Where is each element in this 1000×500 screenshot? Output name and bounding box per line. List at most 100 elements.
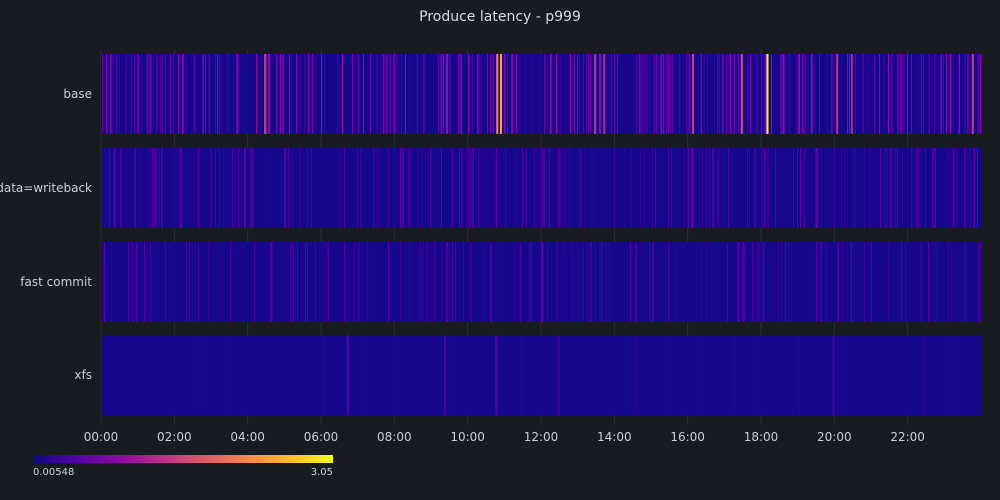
heatmap-cell xyxy=(483,242,484,322)
heatmap-cell xyxy=(235,148,236,228)
heatmap-cell xyxy=(943,54,944,134)
heatmap-cell xyxy=(900,54,901,134)
heatmap-spike xyxy=(594,54,597,134)
heatmap-cell xyxy=(654,54,655,134)
heatmap-cell xyxy=(540,148,541,228)
row-labels: base data=writeback fast commit xfs xyxy=(0,87,92,382)
heatmap-cell xyxy=(326,242,327,322)
heatmap-cell xyxy=(764,148,765,228)
heatmap-cell xyxy=(687,148,688,228)
heatmap-cell xyxy=(305,242,306,322)
heatmap-cell xyxy=(449,54,450,134)
heatmap-cell xyxy=(219,54,220,134)
heatmap-cell xyxy=(748,54,749,134)
heatmap-cell xyxy=(905,242,906,322)
heatmap-cell xyxy=(393,54,394,134)
heatmap-cell xyxy=(851,242,852,322)
heatmap-cell xyxy=(954,148,955,228)
heatmap-cell xyxy=(111,242,112,322)
heatmap-cell xyxy=(560,148,561,228)
heatmap-cell xyxy=(755,54,756,134)
heatmap-cell xyxy=(778,242,779,322)
heatmap-cell xyxy=(935,242,936,322)
heatmap-cell xyxy=(271,242,272,322)
heatmap-cell xyxy=(339,148,340,228)
heatmap-cell xyxy=(978,242,979,322)
heatmap-cell xyxy=(417,54,418,134)
heatmap-bands xyxy=(101,54,981,415)
heatmap-cell xyxy=(667,335,668,415)
heatmap-cell xyxy=(842,242,843,322)
heatmap-cell xyxy=(601,242,602,322)
heatmap-cell xyxy=(251,148,252,228)
heatmap-cell xyxy=(907,54,908,134)
heatmap-cell xyxy=(812,54,813,134)
heatmap-cell xyxy=(707,54,708,134)
heatmap-cell xyxy=(751,242,752,322)
heatmap-cell xyxy=(344,148,345,228)
heatmap-cell xyxy=(102,54,103,134)
heatmap-cell xyxy=(156,148,157,228)
heatmap-cell xyxy=(633,54,634,134)
heatmap-cell xyxy=(933,148,934,228)
heatmap-cell xyxy=(789,148,790,228)
heatmap-cell xyxy=(468,148,469,228)
heatmap-cell xyxy=(893,54,894,134)
heatmap-cell xyxy=(519,54,520,134)
heatmap-cell xyxy=(916,148,917,228)
heatmap-cell xyxy=(959,54,960,134)
heatmap-cell xyxy=(256,54,257,134)
heatmap-cell xyxy=(603,148,604,228)
x-tick-label: 16:00 xyxy=(670,430,705,444)
heatmap-cell xyxy=(288,54,289,134)
heatmap-cell xyxy=(170,54,171,134)
heatmap-cell xyxy=(895,242,896,322)
heatmap-cell xyxy=(785,242,786,322)
heatmap-cell xyxy=(252,148,253,228)
heatmap-cell xyxy=(702,148,703,228)
heatmap-cell xyxy=(739,242,740,322)
heatmap-cell xyxy=(210,148,211,228)
heatmap-cell xyxy=(706,242,707,322)
heatmap-cell xyxy=(844,242,845,322)
heatmap-cell xyxy=(870,148,871,228)
heatmap-cell xyxy=(449,335,450,415)
heatmap-cell xyxy=(227,54,228,134)
heatmap-cell xyxy=(802,54,803,134)
heatmap-cell xyxy=(689,54,690,134)
heatmap-cell xyxy=(797,148,798,228)
heatmap-cell xyxy=(376,54,377,134)
heatmap-cell xyxy=(980,54,981,134)
heatmap-cell xyxy=(619,54,620,134)
heatmap-cell xyxy=(478,148,479,228)
heatmap-cell xyxy=(956,148,957,228)
heatmap-cell xyxy=(811,335,812,415)
heatmap-cell xyxy=(965,54,966,134)
heatmap-cell xyxy=(245,148,246,228)
heatmap-cell xyxy=(591,148,592,228)
heatmap-cell xyxy=(581,148,582,228)
heatmap-cell xyxy=(189,242,190,322)
heatmap-cell xyxy=(718,148,719,228)
heatmap-cell xyxy=(181,148,182,228)
heatmap-cell xyxy=(162,54,163,134)
heatmap-cell xyxy=(579,54,580,134)
heatmap-cell xyxy=(531,54,532,134)
heatmap-cell xyxy=(307,148,308,228)
heatmap-cell xyxy=(868,242,869,322)
heatmap-cell xyxy=(393,148,394,228)
heatmap-cell xyxy=(861,242,862,322)
heatmap-cell xyxy=(784,54,785,134)
heatmap-cell xyxy=(237,54,238,134)
heatmap-cell xyxy=(114,148,115,228)
heatmap-cell xyxy=(293,242,294,322)
heatmap-cell xyxy=(804,148,805,228)
heatmap-cell xyxy=(375,148,376,228)
heatmap-cell xyxy=(544,54,545,134)
heatmap-cell xyxy=(497,148,498,228)
heatmap-cell xyxy=(727,242,728,322)
heatmap-cell xyxy=(617,54,618,134)
heatmap-cell xyxy=(400,148,401,228)
heatmap-cell xyxy=(150,54,151,134)
heatmap-cell xyxy=(765,54,766,134)
